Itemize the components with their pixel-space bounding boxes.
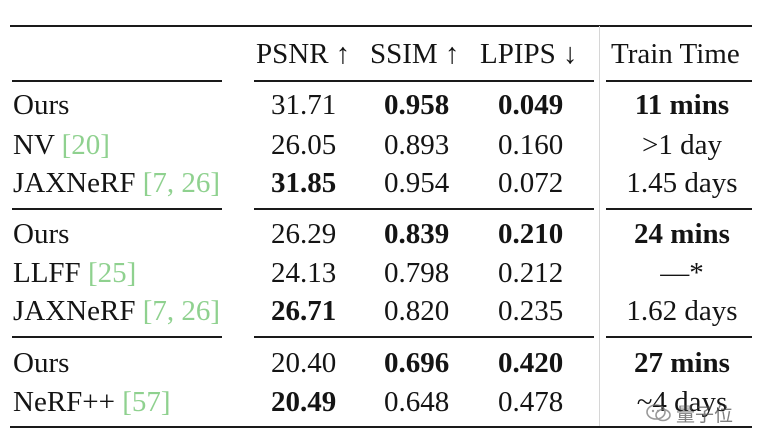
row-2-lpips: 0.160 [498,129,564,161]
row-1-lpips: 0.049 [498,89,564,121]
row-6-psnr: 26.71 [271,295,337,327]
row-2-train-time: >1 day [642,129,722,161]
row-3-ssim: 0.954 [384,167,450,199]
table-bottom-rule [10,426,752,428]
row-8-lpips: 0.478 [498,386,564,418]
header-train-time: Train Time [611,38,740,70]
row-2-psnr: 26.05 [271,129,337,161]
row-3-lpips: 0.072 [498,167,564,199]
row-7-psnr: 20.40 [271,347,337,379]
row-5-psnr: 24.13 [271,257,337,289]
row-8-method: NeRF++ [57] [13,386,171,418]
row-4-psnr: 26.29 [271,218,337,250]
row-2-citation: [20] [61,129,110,161]
row-6-lpips: 0.235 [498,295,564,327]
row-6-citation: [7, 26] [142,295,221,327]
row-7-method: Ours [13,347,70,379]
row-7-ssim: 0.696 [384,347,450,379]
row-3-citation: [7, 26] [142,167,221,199]
row-8-train-time: ~4 days [636,386,728,418]
row-3-train-time: 1.45 days [626,167,738,199]
row-6-train-time: 1.62 days [626,295,738,327]
row-7-lpips: 0.420 [498,347,564,379]
row-8-ssim: 0.648 [384,386,450,418]
row-3-psnr: 31.85 [271,167,337,199]
row-8-psnr: 20.49 [271,386,337,418]
row-7-train-time: 27 mins [634,347,730,379]
row-8-citation: [57] [122,386,171,418]
group-1-rule-time [606,208,752,210]
row-3-method: JAXNeRF [7, 26] [13,167,221,199]
row-5-ssim: 0.798 [384,257,450,289]
row-2-method: NV [20] [13,129,110,161]
group-1-rule-metrics [254,208,594,210]
row-4-method: Ours [13,218,70,250]
row-4-train-time: 24 mins [634,218,730,250]
row-6-method: JAXNeRF [7, 26] [13,295,221,327]
row-1-psnr: 31.71 [271,89,337,121]
watermark: 量子位 [646,398,754,428]
watermark-logo-icon [646,404,671,422]
row-4-lpips: 0.210 [498,218,564,250]
row-5-method: LLFF [25] [13,257,137,289]
row-4-ssim: 0.839 [384,218,450,250]
header-rule-metrics [254,80,594,82]
row-5-lpips: 0.212 [498,257,564,289]
row-1-ssim: 0.958 [384,89,450,121]
header-psnr: PSNR ↑ [256,38,351,70]
header-rule-time [606,80,752,82]
header-lpips: LPIPS ↓ [480,38,578,70]
row-5-train-time: —* [660,257,704,289]
group-2-rule-left [12,336,222,338]
row-1-train-time: 11 mins [634,89,730,121]
table-top-rule [10,25,752,27]
row-2-ssim: 0.893 [384,129,450,161]
row-6-ssim: 0.820 [384,295,450,327]
group-2-rule-time [606,336,752,338]
row-5-citation: [25] [87,257,137,289]
header-rule-left [12,80,222,82]
group-2-rule-metrics [254,336,594,338]
row-1-method: Ours [13,89,70,121]
group-1-rule-left [12,208,222,210]
watermark-text: 量子位 [676,403,734,426]
header-ssim: SSIM ↑ [370,38,460,70]
column-divider [599,26,600,426]
